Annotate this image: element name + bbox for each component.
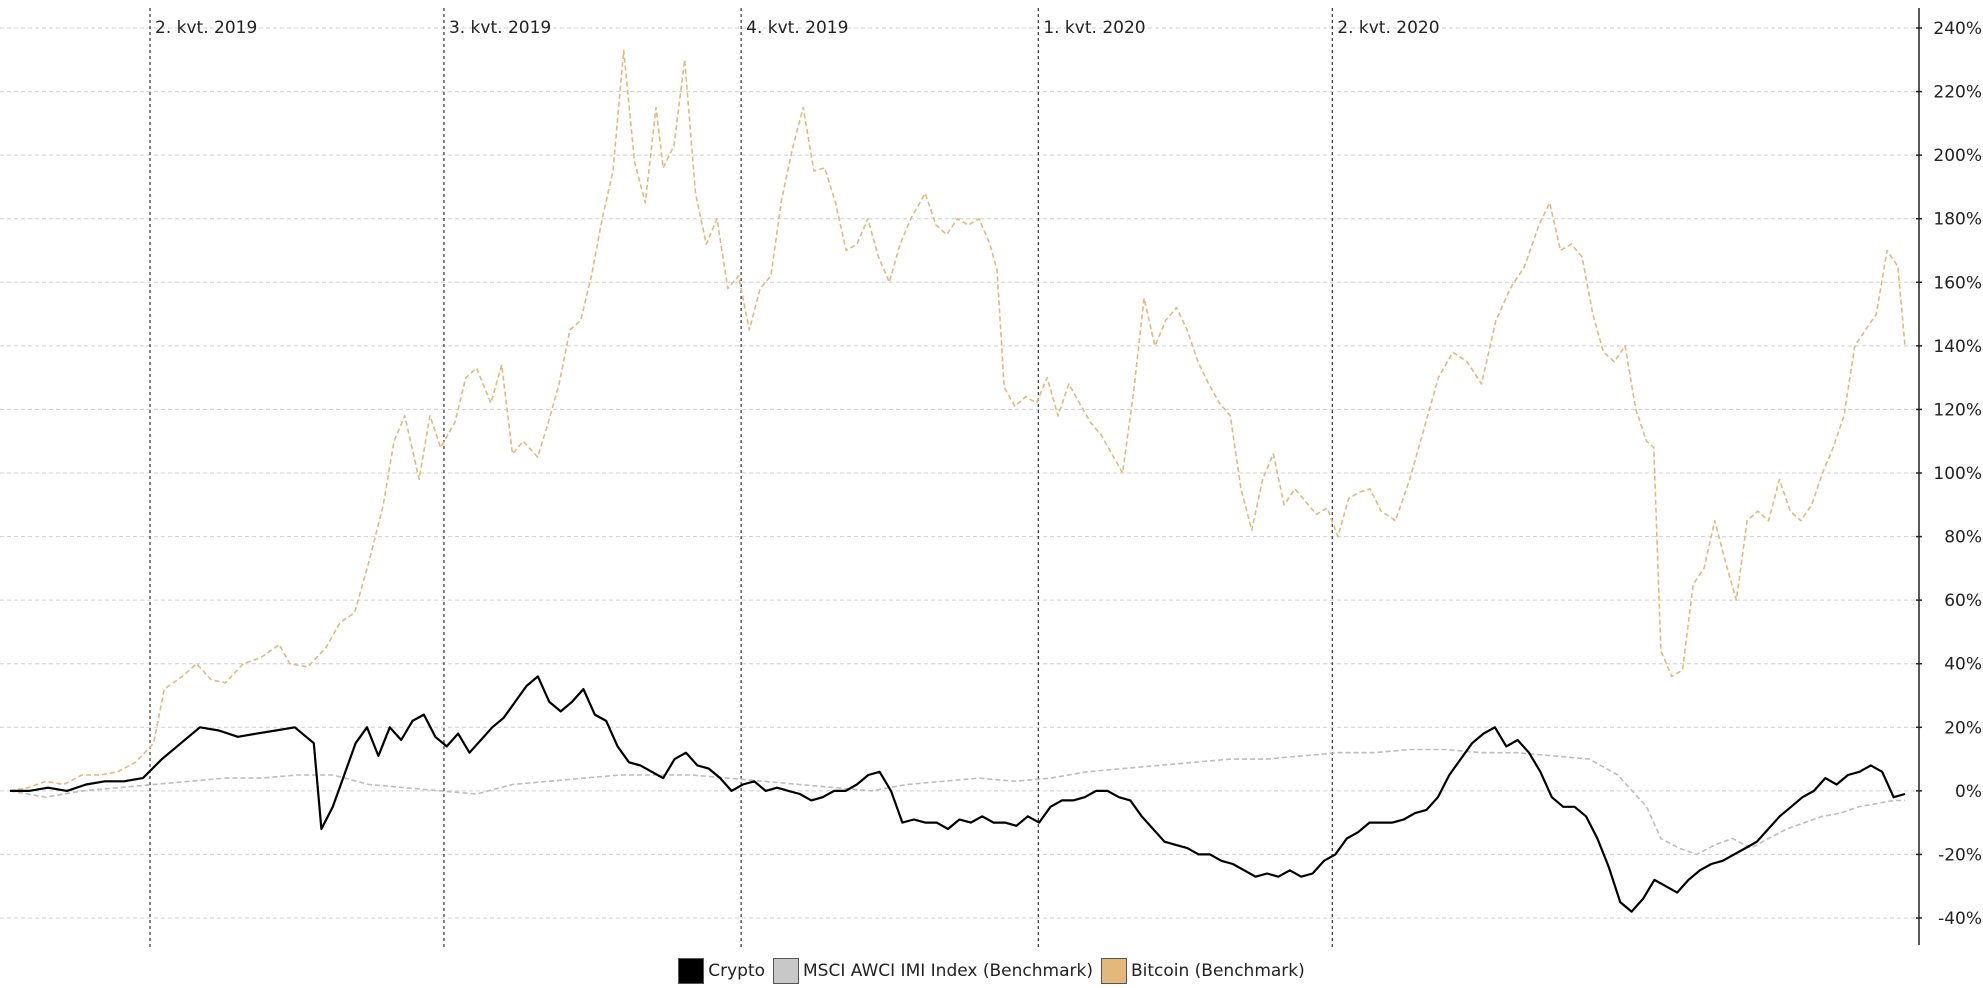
gridlines [0,27,1920,919]
y-tick-label: 140% [1933,337,1982,357]
y-axis: 240% 220% 200% 180% 160% 140% 120% 100% 80% 60% 40… [1916,8,1982,945]
quarter-label: 3. kvt. 2019 [449,18,551,38]
legend-item-bitcoin: Bitcoin (Benchmark) [1100,958,1305,984]
legend: Crypto MSCI AWCI IMI Index (Benchmark) B… [0,958,1983,984]
quarter-label: 4. kvt. 2019 [746,18,848,38]
y-tick-label: 160% [1933,273,1982,293]
legend-swatch-msci [773,958,800,984]
legend-item-msci: MSCI AWCI IMI Index (Benchmark) [773,958,1093,984]
y-tick-label: 240% [1933,19,1982,39]
series-line-2 [10,675,1906,913]
y-tick-label: 200% [1933,146,1982,166]
y-tick-label: 100% [1933,464,1982,484]
series-line-0 [9,49,1906,792]
quarter-markers: 2. kvt. 2019 3. kvt. 2019 4. kvt. 2019 1. k… [149,8,1440,948]
y-tick-label: 180% [1933,210,1982,230]
y-tick-label: 220% [1933,83,1982,103]
legend-label-crypto: Crypto [708,961,766,981]
y-tick-label: 20% [1944,718,1982,738]
quarter-label: 1. kvt. 2020 [1043,18,1145,38]
series-line-1 [9,748,1905,856]
y-tick-label: -40% [1938,909,1982,929]
quarter-label: 2. kvt. 2020 [1337,18,1439,38]
y-tick-label: 80% [1944,528,1982,548]
legend-swatch-crypto [678,958,705,984]
legend-label-bitcoin: Bitcoin (Benchmark) [1130,961,1305,981]
y-tick-label: 120% [1933,400,1982,420]
legend-label-msci: MSCI AWCI IMI Index (Benchmark) [803,961,1093,981]
y-tick-label: -20% [1938,845,1982,865]
y-tick-label: 0% [1955,782,1982,802]
quarter-label: 2. kvt. 2019 [155,18,257,38]
y-tick-label: 40% [1944,655,1982,675]
y-tick-label: 60% [1944,591,1982,611]
series-lines [9,49,1906,913]
legend-item-crypto: Crypto [678,958,765,984]
legend-swatch-bitcoin [1100,958,1127,984]
